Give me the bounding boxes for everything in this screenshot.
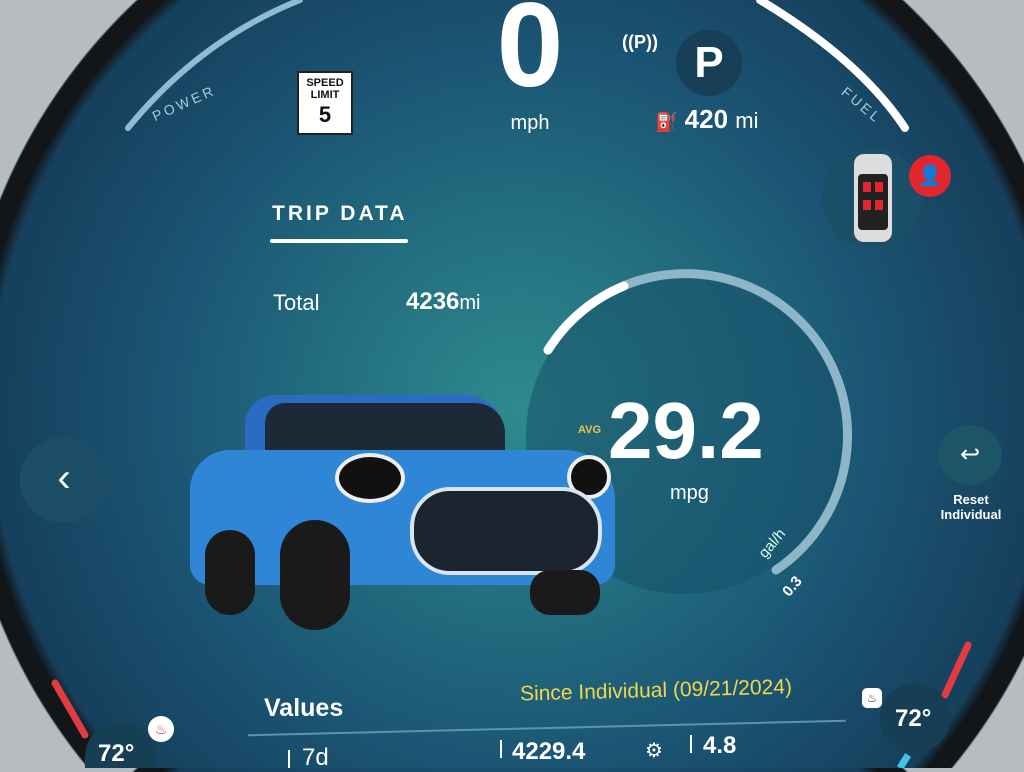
seat-heating-icon[interactable]: ♨	[862, 688, 882, 708]
value-cell: 4229.4	[512, 738, 586, 765]
chevron-left-icon: ‹	[57, 456, 71, 500]
fuel-range: ⛽ 420 mi	[655, 104, 759, 135]
reset-individual-label[interactable]: Reset Individual	[925, 492, 1017, 522]
gear-indicator: P	[676, 30, 742, 96]
fuel-pump-icon: ⛽	[655, 112, 678, 132]
range-value: 420	[684, 104, 729, 134]
total-value: 4236mi	[406, 288, 481, 316]
gauge-fill	[543, 281, 629, 355]
speed-limit-text: LIMIT	[310, 89, 340, 101]
recuperation-icon: ⚙	[645, 740, 663, 762]
range-unit: mi	[735, 108, 759, 133]
left-temp-bar	[51, 679, 89, 739]
speed-unit: mph	[510, 112, 550, 134]
speed-limit-value: 5	[318, 102, 332, 127]
right-cool-bar	[897, 753, 911, 768]
values-title: Values	[264, 694, 344, 722]
right-temp-bar	[941, 641, 972, 699]
column-separator	[690, 735, 692, 753]
avg-consumption-value: 29.2	[608, 386, 764, 475]
trip-data-title: TRIP DATA	[272, 202, 408, 225]
park-assist-icon: ((P))	[622, 32, 658, 52]
back-button[interactable]: ‹	[20, 437, 108, 523]
reset-label-line: Reset	[953, 492, 989, 507]
column-separator	[500, 740, 502, 758]
total-number: 4236	[406, 288, 460, 315]
fuel-arc	[756, 0, 909, 132]
right-climate-button[interactable]	[880, 683, 950, 753]
car-illustration	[185, 395, 625, 635]
value-cell: 7d	[302, 744, 329, 771]
power-arc	[125, 0, 303, 131]
undo-icon: ↩	[959, 441, 981, 468]
speed-limit-text: SPEED	[306, 77, 344, 89]
seatbelt-warning-icon: 👤	[909, 155, 951, 197]
seat-heating-icon[interactable]: ♨	[148, 716, 174, 742]
reset-label-line: Individual	[940, 507, 1002, 522]
total-unit: mi	[459, 292, 481, 314]
title-underline	[270, 239, 408, 243]
consumption-unit: mpg	[670, 482, 709, 504]
total-label: Total	[273, 290, 320, 315]
right-temperature[interactable]: 72°	[895, 705, 932, 732]
value-cell: 4.8	[703, 732, 737, 759]
left-temperature[interactable]: 72°	[98, 740, 135, 767]
speed-limit-sign: SPEED LIMIT 5	[297, 71, 353, 135]
avg-label: AVG	[578, 424, 602, 436]
car-topview-icon	[822, 148, 922, 248]
column-separator	[288, 750, 290, 768]
reset-individual-button[interactable]: ↩	[938, 425, 1002, 485]
speed-value: 0	[496, 0, 564, 112]
